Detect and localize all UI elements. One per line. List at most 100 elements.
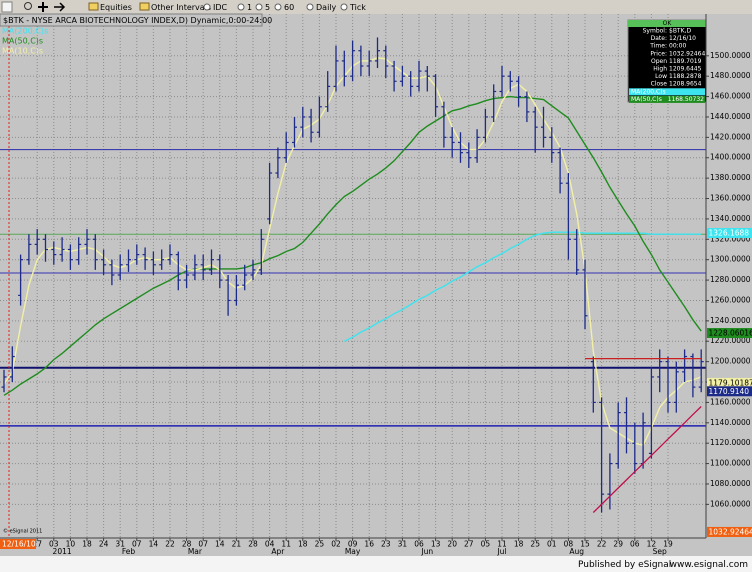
toolbar: Equities Other Intervals IDC 1 5 60 Daily Tick xyxy=(0,0,752,14)
x-tick-label: 06 xyxy=(630,540,640,549)
x-tick-label: 25 xyxy=(530,540,540,549)
ma-line xyxy=(343,231,702,342)
info-label: Low xyxy=(655,73,667,80)
y-tick-label: 1140.0000 xyxy=(710,418,751,427)
x-tick-label: 18 xyxy=(82,540,92,549)
x-tick-label: 11 xyxy=(281,540,291,549)
info-label: Price: xyxy=(650,50,667,57)
x-tick-label: 18 xyxy=(514,540,524,549)
info-value: 1209.6445 xyxy=(669,66,702,73)
x-tick-label: 12 xyxy=(647,540,657,549)
y-tick-label: 1380.0000 xyxy=(710,173,751,182)
radio-icon[interactable] xyxy=(203,3,211,11)
toolbar-item[interactable]: 1 xyxy=(247,3,252,12)
x-tick-label: 23 xyxy=(381,540,391,549)
add-icon[interactable] xyxy=(38,2,48,12)
x-tick-label: 31 xyxy=(398,540,408,549)
x-month-label: Jun xyxy=(420,547,433,556)
footer-publisher: Published by eSignal xyxy=(578,560,671,570)
y-tick-label: 1500.0000 xyxy=(710,51,751,60)
x-axis-area xyxy=(0,538,752,556)
info-header-bar xyxy=(628,20,706,27)
radio-icon[interactable] xyxy=(255,3,263,11)
toolbar-item[interactable]: Other Intervals xyxy=(151,3,211,12)
x-month-label: Jul xyxy=(496,547,506,556)
x-tick-label: 01 xyxy=(547,540,557,549)
toolbar-item[interactable]: 60 xyxy=(284,3,294,12)
info-label: Symbol: xyxy=(643,28,667,35)
footer-url[interactable]: www.esignal.com xyxy=(670,560,748,570)
price-tag-label: 1228.06016 xyxy=(709,329,752,338)
y-tick-label: 1460.0000 xyxy=(710,92,751,101)
x-tick-label: 09 xyxy=(348,540,358,549)
x-tick-label: 29 xyxy=(613,540,623,549)
y-tick-label: 1340.0000 xyxy=(710,214,751,223)
drawn-line xyxy=(592,406,702,513)
y-tick-label: 1420.0000 xyxy=(710,132,751,141)
cursor-date-box xyxy=(0,539,36,549)
x-tick-label: 18 xyxy=(298,540,308,549)
info-value: 1208.9654 xyxy=(669,81,702,88)
x-tick-label: 08 xyxy=(564,540,574,549)
ma-line xyxy=(3,95,702,396)
cursor-date: 12/16/10 xyxy=(2,540,36,549)
radio-icon[interactable] xyxy=(306,3,314,11)
y-tick-label: 1240.0000 xyxy=(710,316,751,325)
price-tag xyxy=(707,228,752,239)
x-tick-label: 28 xyxy=(182,540,192,549)
toolbar-item[interactable]: 5 xyxy=(265,3,270,12)
x-month-label: Aug xyxy=(569,547,584,556)
x-tick-label: 19 xyxy=(663,540,673,549)
y-tick-label: 1440.0000 xyxy=(710,112,751,121)
y-tick-label: 1160.0000 xyxy=(710,397,751,406)
price-tag xyxy=(707,386,752,397)
info-label: High xyxy=(653,66,667,73)
toolbar-item[interactable]: Daily xyxy=(316,3,337,12)
folder-icon[interactable] xyxy=(139,2,150,11)
radio-icon[interactable] xyxy=(340,3,348,11)
toolbar-item[interactable]: Equities xyxy=(100,3,132,12)
footer-background xyxy=(0,556,752,572)
x-tick-label: 28 xyxy=(248,540,258,549)
radio-icon[interactable] xyxy=(237,3,245,11)
toolbar-item[interactable]: IDC xyxy=(213,3,228,12)
info-study-label: MA(50,C)s xyxy=(631,96,662,103)
y-axis-area xyxy=(706,14,752,538)
folder-icon[interactable] xyxy=(88,2,99,11)
levels xyxy=(0,149,706,427)
price-tag-label: 1326.1688 xyxy=(709,229,750,238)
price-tag-label: 1179.10187 xyxy=(709,378,752,387)
arrow-icon[interactable] xyxy=(54,2,66,12)
x-month-label: May xyxy=(345,547,361,556)
toolbar-item[interactable]: Tick xyxy=(349,3,366,12)
x-tick-label: 20 xyxy=(447,540,457,549)
y-tick-label: 1400.0000 xyxy=(710,153,751,162)
radio-icon[interactable] xyxy=(274,3,282,11)
x-tick-label: 07 xyxy=(198,540,208,549)
x-tick-label: 27 xyxy=(32,540,42,549)
info-label: Time: xyxy=(649,43,667,50)
x-tick-label: 16 xyxy=(364,540,374,549)
y-tick-label: 1360.0000 xyxy=(710,194,751,203)
title-box xyxy=(0,13,263,27)
bars-layer xyxy=(1,37,704,513)
info-value: 1189.7019 xyxy=(669,58,702,65)
x-tick-label: 06 xyxy=(414,540,424,549)
x-month-label: Feb xyxy=(122,547,136,556)
y-tick-label: 1280.0000 xyxy=(710,275,751,284)
y-tick-label: 1320.0000 xyxy=(710,234,751,243)
x-tick-label: 25 xyxy=(315,540,325,549)
x-tick-label: 14 xyxy=(149,540,159,549)
x-month-label: Mar xyxy=(188,547,203,556)
price-tag-label: 1170.9140 xyxy=(709,387,750,396)
symbol-icon[interactable] xyxy=(1,1,13,13)
x-month-label: 2011 xyxy=(53,547,72,556)
chart-title: $BTK - NYSE ARCA BIOTECHNOLOGY INDEX,D) … xyxy=(3,16,272,25)
search-icon[interactable] xyxy=(24,2,32,10)
legend-entry: MA(10,C)s xyxy=(2,47,43,56)
y-tick-label: 1480.0000 xyxy=(710,71,751,80)
y-tick-label: 1260.0000 xyxy=(710,295,751,304)
y-tick-label: 1080.0000 xyxy=(710,479,751,488)
